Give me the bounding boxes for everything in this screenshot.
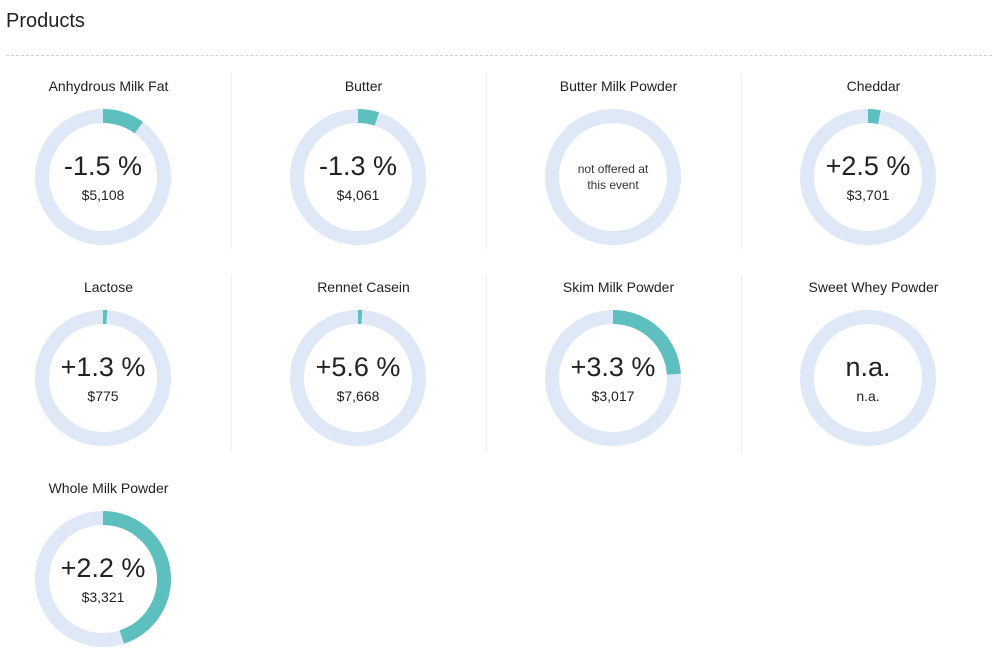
donut-fill-arc (867, 109, 881, 124)
product-name: Anhydrous Milk Fat (48, 78, 169, 94)
price-change: +2.5 % (825, 151, 911, 181)
price-value: $7,668 (336, 388, 380, 404)
donut-center: +2.2 % $3,321 (35, 511, 171, 647)
change-donut: -1.5 % $5,108 (35, 109, 171, 245)
price-change: n.a. (845, 352, 891, 382)
price-change: -1.3 % (318, 151, 398, 181)
donut-fill-arc (357, 109, 380, 126)
change-donut: n.a. n.a. (800, 310, 936, 446)
donut-center: n.a. n.a. (800, 310, 936, 446)
product-card[interactable]: Cheddar +2.5 % $3,701 (771, 68, 976, 248)
price-change: -1.5 % (63, 151, 143, 181)
donut-ring (545, 310, 681, 446)
title-divider (6, 55, 992, 56)
donut-ring (290, 109, 426, 245)
donut-ring (35, 109, 171, 245)
donut-center: +3.3 % $3,017 (545, 310, 681, 446)
column-divider (231, 275, 232, 451)
product-name: Cheddar (846, 78, 901, 94)
product-name: Lactose (83, 279, 134, 295)
product-name: Whole Milk Powder (48, 480, 169, 496)
donut-ring (800, 310, 936, 446)
product-name: Butter (344, 78, 383, 94)
donut-fill-arc (102, 109, 143, 134)
product-card[interactable]: Anhydrous Milk Fat -1.5 % $5,108 (6, 68, 211, 248)
change-donut: +1.3 % $775 (35, 310, 171, 446)
column-divider (741, 275, 742, 451)
product-card[interactable]: Skim Milk Powder +3.3 % $3,017 (516, 269, 721, 449)
price-value: $3,017 (591, 388, 635, 404)
donut-ring (545, 109, 681, 245)
column-divider (231, 73, 232, 249)
price-change: +1.3 % (60, 352, 146, 382)
donut-center: +2.5 % $3,701 (800, 109, 936, 245)
product-name: Rennet Casein (317, 279, 410, 295)
change-donut: -1.3 % $4,061 (290, 109, 426, 245)
donut-fill-arc (612, 310, 681, 375)
product-card[interactable]: Rennet Casein +5.6 % $7,668 (261, 269, 466, 449)
donut-ring (35, 310, 171, 446)
price-change: +3.3 % (570, 352, 656, 382)
product-name: Butter Milk Powder (559, 78, 678, 94)
donut-center: -1.5 % $5,108 (35, 109, 171, 245)
price-change: +5.6 % (315, 352, 401, 382)
not-offered-note: not offered at this event (577, 162, 649, 192)
column-divider (486, 73, 487, 249)
donut-track (800, 310, 936, 446)
change-donut: +2.5 % $3,701 (800, 109, 936, 245)
donut-center: +5.6 % $7,668 (290, 310, 426, 446)
product-card[interactable]: Whole Milk Powder +2.2 % $3,321 (6, 470, 211, 650)
page-title: Products (6, 10, 85, 32)
price-value: $3,701 (846, 187, 890, 203)
product-name: Sweet Whey Powder (808, 279, 939, 295)
donut-center: -1.3 % $4,061 (290, 109, 426, 245)
price-value: $775 (87, 388, 119, 404)
price-value: n.a. (856, 388, 880, 404)
product-card[interactable]: Sweet Whey Powder n.a. n.a. (771, 269, 976, 449)
price-value: $4,061 (336, 187, 380, 203)
donut-center: not offered at this event (545, 109, 681, 245)
donut-ring (290, 310, 426, 446)
product-card[interactable]: Butter Milk Powder not offered at this e… (516, 68, 721, 248)
product-card[interactable]: Butter -1.3 % $4,061 (261, 68, 466, 248)
donut-ring (35, 511, 171, 647)
column-divider (741, 73, 742, 249)
donut-ring (800, 109, 936, 245)
product-name: Skim Milk Powder (562, 279, 675, 295)
donut-center: +1.3 % $775 (35, 310, 171, 446)
column-divider (486, 275, 487, 451)
donut-fill-arc (102, 511, 171, 644)
change-donut: +3.3 % $3,017 (545, 310, 681, 446)
change-donut: not offered at this event (545, 109, 681, 245)
donut-track (545, 109, 681, 245)
product-card[interactable]: Lactose +1.3 % $775 (6, 269, 211, 449)
change-donut: +5.6 % $7,668 (290, 310, 426, 446)
change-donut: +2.2 % $3,321 (35, 511, 171, 647)
price-change: +2.2 % (60, 553, 146, 583)
price-value: $5,108 (81, 187, 125, 203)
price-value: $3,321 (81, 589, 125, 605)
